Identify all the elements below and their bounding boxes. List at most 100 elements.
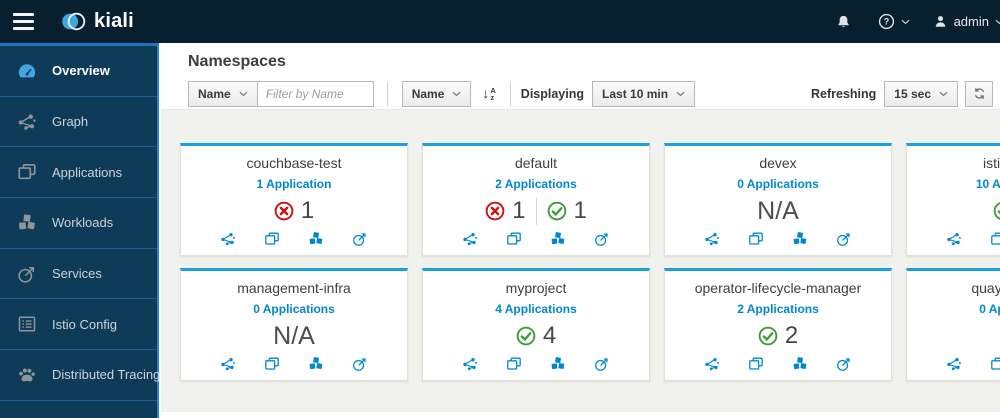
applications-link[interactable]: 0 Applications <box>979 302 1000 316</box>
namespace-actions <box>423 356 649 372</box>
workloads-action-icon[interactable] <box>792 356 808 372</box>
applications-link[interactable]: 10 Applications <box>975 177 1000 191</box>
sidebar-item-services[interactable]: Services <box>0 249 157 300</box>
kiali-logo-icon <box>59 9 89 34</box>
applications-action-icon[interactable] <box>264 356 280 372</box>
status-error[interactable]: 1 <box>274 197 314 225</box>
graph-action-icon[interactable] <box>462 231 478 247</box>
namespace-actions <box>181 231 407 247</box>
sidebar-item-label: Services <box>52 266 102 282</box>
toolbar-separator <box>509 81 511 106</box>
refresh-interval-dropdown[interactable]: 15 sec <box>884 80 958 107</box>
toolbar: Name Name ↓Az Displaying Last 10 min Ref… <box>188 80 993 107</box>
sidebar-item-distributed-tracing[interactable]: Distributed Tracing <box>0 350 161 401</box>
workloads-action-icon[interactable] <box>550 356 566 372</box>
toolbar-separator <box>386 81 388 106</box>
services-action-icon[interactable] <box>352 356 368 372</box>
services-action-icon[interactable] <box>594 231 610 247</box>
applications-action-icon[interactable] <box>990 356 1000 372</box>
duration-dropdown[interactable]: Last 10 min <box>592 80 696 107</box>
menu-icon[interactable] <box>13 13 34 30</box>
sidebar-item-label: Overview <box>52 63 110 79</box>
masthead: kiali ? admin <box>0 0 1000 43</box>
filter-type-dropdown[interactable]: Name <box>188 80 258 107</box>
brand[interactable]: kiali <box>59 9 134 34</box>
page-header: Namespaces Name Name ↓Az Displaying Last… <box>161 43 1000 110</box>
namespace-card: quay-enterprise 0 Applications N/A <box>906 268 1000 381</box>
services-action-icon[interactable] <box>836 231 852 247</box>
sidebar-item-graph[interactable]: Graph <box>0 97 157 148</box>
graph-action-icon[interactable] <box>220 356 236 372</box>
status-ok[interactable]: 1 <box>547 197 587 225</box>
graph-action-icon[interactable] <box>704 231 720 247</box>
workloads-action-icon[interactable] <box>550 231 566 247</box>
refresh-button[interactable] <box>965 80 993 107</box>
services-action-icon[interactable] <box>594 356 610 372</box>
sidebar-item-label: Distributed Tracing <box>52 367 161 383</box>
caret-down-icon <box>995 19 1000 25</box>
graph-action-icon[interactable] <box>946 231 962 247</box>
bell-icon[interactable] <box>836 14 851 30</box>
applications-link[interactable]: 0 Applications <box>253 302 335 316</box>
caret-down-icon <box>676 91 685 97</box>
graph-action-icon[interactable] <box>220 231 236 247</box>
workloads-action-icon[interactable] <box>792 231 808 247</box>
sort-field-dropdown[interactable]: Name <box>401 80 472 107</box>
page-title: Namespaces <box>188 53 286 70</box>
workloads-action-icon[interactable] <box>308 231 324 247</box>
status-ok[interactable]: 2 <box>758 322 798 350</box>
ok-icon <box>516 326 536 346</box>
status-ok[interactable]: 4 <box>516 322 556 350</box>
namespace-actions <box>423 231 649 247</box>
namespace-actions <box>907 231 1000 247</box>
namespaces-content: couchbase-test 1 Application 1 default 2 App… <box>161 110 1000 412</box>
namespace-name: myproject <box>505 280 567 296</box>
sidebar-item-workloads[interactable]: Workloads <box>0 198 157 249</box>
masthead-right: ? admin <box>836 13 1000 30</box>
applications-action-icon[interactable] <box>748 356 764 372</box>
status-divider <box>535 197 537 225</box>
status-error[interactable]: 1 <box>485 197 526 225</box>
applications-action-icon[interactable] <box>506 356 522 372</box>
namespace-status: 4 <box>423 320 649 352</box>
ok-icon <box>758 326 778 346</box>
sidebar-item-istio-config[interactable]: Istio Config <box>0 299 157 351</box>
namespace-card: couchbase-test 1 Application 1 <box>180 143 408 256</box>
sidebar-item-applications[interactable]: Applications <box>0 147 157 199</box>
graph-icon <box>17 112 37 132</box>
services-icon <box>17 264 37 284</box>
user-menu[interactable]: admin <box>933 14 1000 29</box>
status-na: N/A <box>273 321 315 350</box>
namespace-status: N/A <box>181 320 407 352</box>
applications-action-icon[interactable] <box>264 231 280 247</box>
status-ok[interactable]: 10 <box>993 197 1000 225</box>
workloads-action-icon[interactable] <box>308 356 324 372</box>
filter-input[interactable] <box>257 80 374 107</box>
tracing-icon <box>17 365 37 385</box>
applications-link[interactable]: 2 Applications <box>737 302 819 316</box>
status-count: 4 <box>542 322 557 349</box>
applications-icon <box>17 162 37 182</box>
applications-link[interactable]: 4 Applications <box>495 302 577 316</box>
applications-action-icon[interactable] <box>990 231 1000 247</box>
svg-text:?: ? <box>883 17 889 27</box>
applications-link[interactable]: 0 Applications <box>737 177 819 191</box>
graph-action-icon[interactable] <box>704 356 720 372</box>
graph-action-icon[interactable] <box>462 356 478 372</box>
applications-link[interactable]: 1 Application <box>256 177 332 191</box>
namespace-actions <box>181 356 407 372</box>
applications-action-icon[interactable] <box>506 231 522 247</box>
applications-link[interactable]: 2 Applications <box>495 177 577 191</box>
namespace-actions <box>665 356 891 372</box>
applications-action-icon[interactable] <box>748 231 764 247</box>
graph-action-icon[interactable] <box>946 356 962 372</box>
services-action-icon[interactable] <box>352 231 368 247</box>
help-menu[interactable]: ? <box>878 13 910 30</box>
namespace-status: 1 <box>181 195 407 227</box>
sidebar-item-overview[interactable]: Overview <box>0 46 157 97</box>
refreshing-label: Refreshing <box>811 86 877 101</box>
namespace-name: couchbase-test <box>246 155 342 171</box>
services-action-icon[interactable] <box>836 356 852 372</box>
